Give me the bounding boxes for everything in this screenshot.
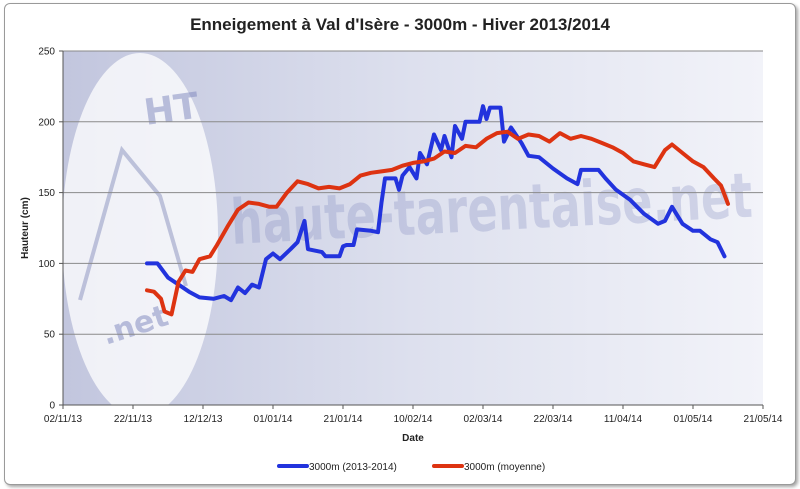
x-axis-ticks: 02/11/13 22/11/13 12/12/13 01/01/14 21/01/14… bbox=[44, 405, 783, 425]
x-tick-label: 10/02/14 bbox=[394, 414, 433, 425]
x-tick-label: 02/03/14 bbox=[464, 414, 503, 425]
y-tick-label: 250 bbox=[38, 47, 55, 58]
y-axis-ticks: 0 50 100 150 200 250 bbox=[38, 47, 63, 412]
x-tick-label: 12/12/13 bbox=[184, 414, 223, 425]
x-tick-label: 01/05/14 bbox=[674, 414, 713, 425]
series-lines bbox=[145, 104, 730, 317]
x-axis-label: Date bbox=[402, 433, 424, 444]
y-tick-label: 50 bbox=[44, 330, 56, 341]
y-axis-label: Hauteur (cm) bbox=[20, 197, 31, 259]
y-tick-label: 100 bbox=[38, 259, 55, 270]
y-tick-label: 150 bbox=[38, 188, 55, 199]
x-tick-label: 11/04/14 bbox=[604, 414, 643, 425]
x-tick-label: 02/11/13 bbox=[44, 414, 83, 425]
legend-label-current-season: 3000m (2013-2014) bbox=[309, 462, 397, 473]
legend: 3000m (2013-2014) 3000m (moyenne) bbox=[277, 462, 545, 473]
chart-title: Enneigement à Val d'Isère - 3000m - Hive… bbox=[190, 15, 610, 34]
x-tick-label: 22/11/13 bbox=[114, 414, 153, 425]
x-tick-label: 21/01/14 bbox=[324, 414, 363, 425]
series-line-average bbox=[145, 129, 730, 317]
series-line-current-season bbox=[145, 104, 727, 303]
x-tick-label: 21/05/14 bbox=[744, 414, 783, 425]
gridlines bbox=[63, 50, 763, 335]
x-tick-label: 22/03/14 bbox=[534, 414, 573, 425]
x-tick-label: 01/01/14 bbox=[254, 414, 293, 425]
y-tick-label: 0 bbox=[49, 401, 55, 412]
legend-label-average: 3000m (moyenne) bbox=[464, 462, 545, 473]
svg-text:HT: HT bbox=[142, 86, 202, 134]
y-tick-label: 200 bbox=[38, 117, 55, 128]
